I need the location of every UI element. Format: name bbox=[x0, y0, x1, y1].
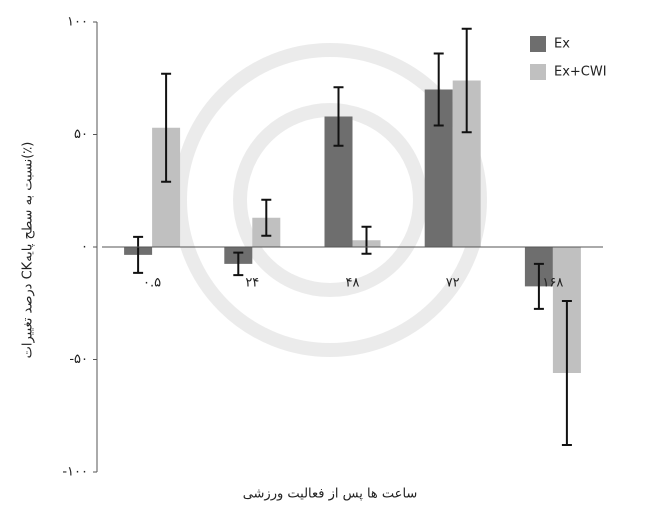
y-axis-title: درصد تغییرات CKنسبت به سطح پایه(٪) bbox=[21, 142, 36, 359]
y-tick-label: ۱۰۰ bbox=[67, 15, 88, 30]
legend-swatch bbox=[530, 36, 546, 52]
y-tick-label: -۵۰ bbox=[69, 352, 88, 367]
y-tick-label: ۵۰ bbox=[74, 127, 88, 142]
x-axis-title: ساعت ها پس از فعالیت ورزشی bbox=[243, 487, 418, 502]
legend-label: Ex+CWI bbox=[554, 65, 607, 80]
x-tick-label: ۱۶۸ bbox=[542, 276, 563, 291]
x-tick-label: ۲۴ bbox=[245, 276, 259, 291]
y-tick-label: ۰ bbox=[81, 240, 88, 255]
y-tick-label: -۱۰۰ bbox=[62, 465, 88, 480]
x-tick-label: ۰.۵ bbox=[143, 276, 161, 291]
legend-label: Ex bbox=[554, 37, 570, 52]
x-tick-label: ۴۸ bbox=[346, 276, 360, 291]
x-tick-label: ۷۲ bbox=[446, 276, 460, 291]
legend-swatch bbox=[530, 64, 546, 80]
